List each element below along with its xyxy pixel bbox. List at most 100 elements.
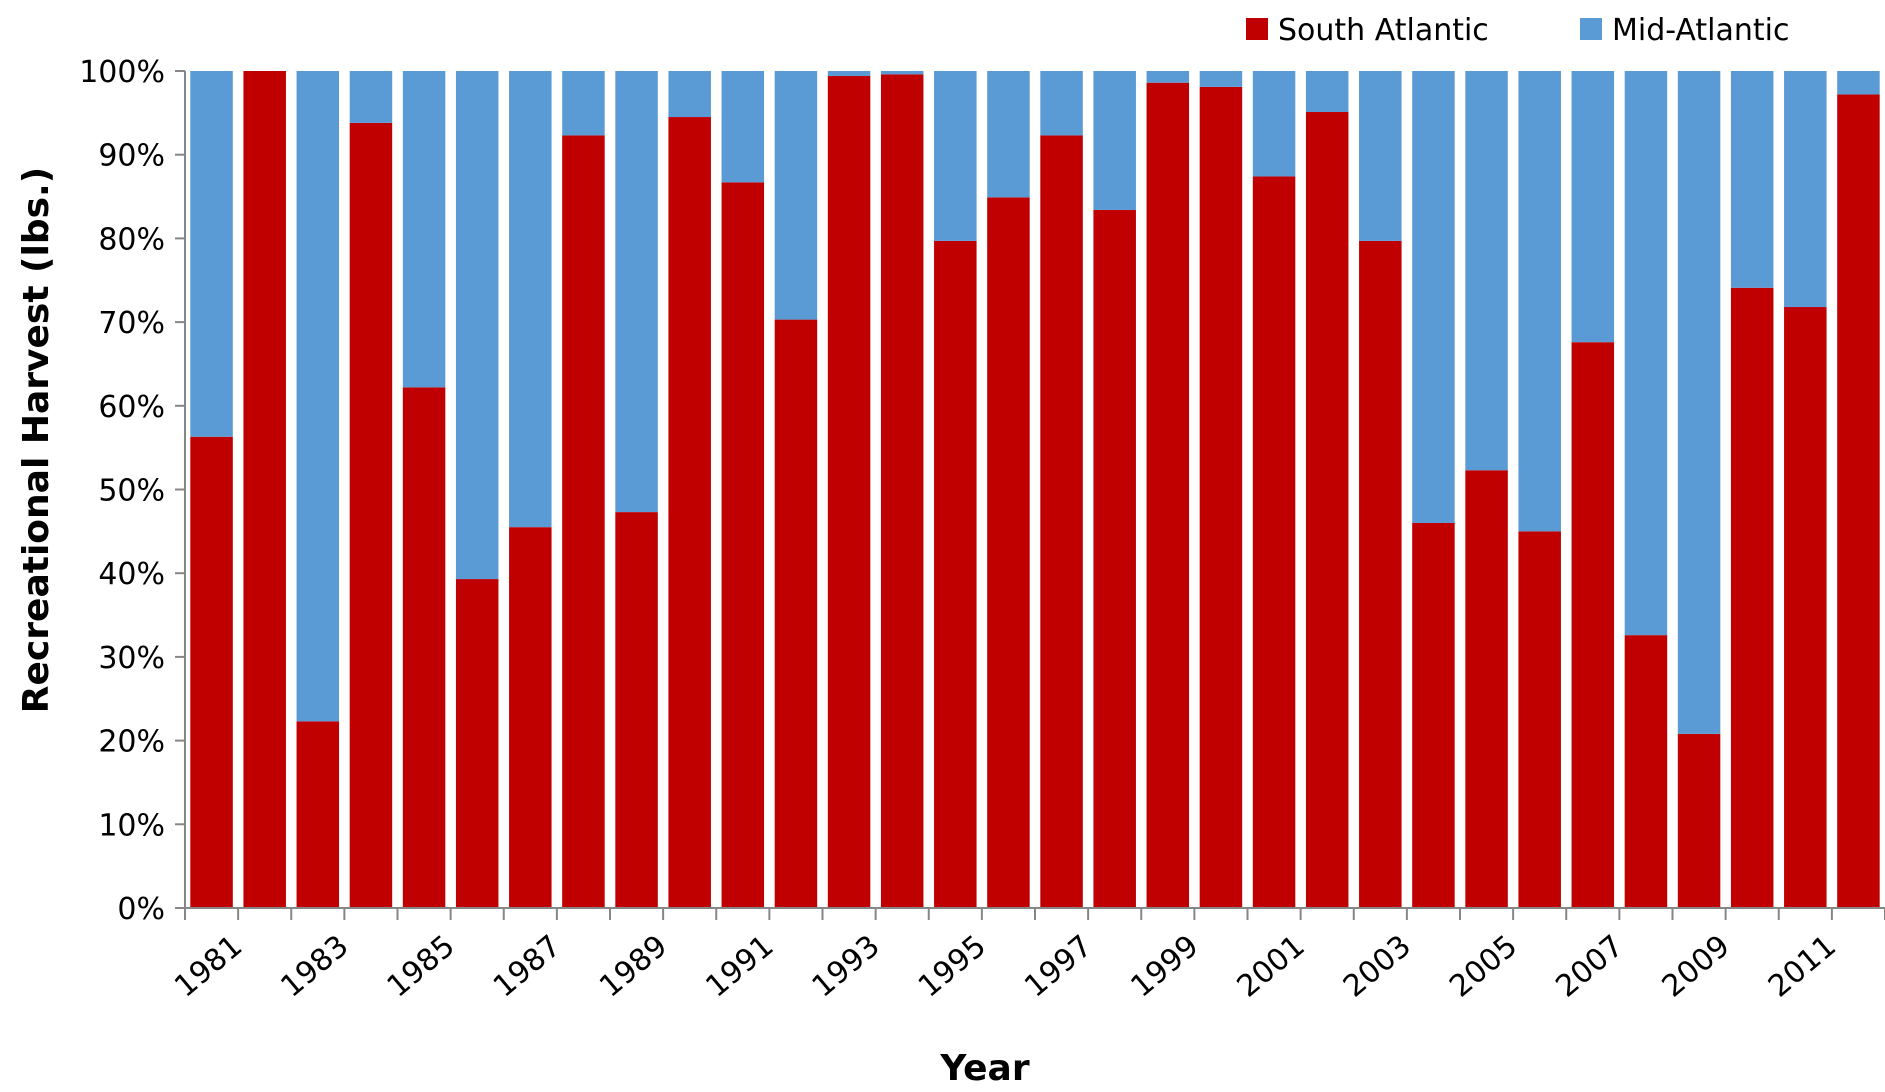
bar-south-atlantic-1998 <box>1093 209 1136 908</box>
legend-swatch-mid-atlantic <box>1580 18 1602 40</box>
y-tick-label: 90% <box>98 139 165 174</box>
x-tick-label: 1987 <box>487 929 568 1005</box>
bar-mid-atlantic-2007 <box>1571 71 1615 343</box>
x-tick-label: 1989 <box>593 929 674 1005</box>
x-tick-label: 1981 <box>168 929 249 1005</box>
x-tick-label: 2007 <box>1549 929 1630 1005</box>
bar-south-atlantic-1983 <box>296 721 340 908</box>
legend-label-south-atlantic: South Atlantic <box>1278 13 1489 48</box>
legend-label-mid-atlantic: Mid-Atlantic <box>1612 13 1790 48</box>
bar-south-atlantic-2003 <box>1359 240 1402 908</box>
bar-south-atlantic-1982 <box>243 71 286 908</box>
bar-mid-atlantic-1988 <box>562 71 605 136</box>
bar-mid-atlantic-2010 <box>1730 71 1774 288</box>
bar-south-atlantic-1985 <box>402 387 446 908</box>
x-tick-label: 2003 <box>1337 929 1418 1005</box>
bar-south-atlantic-1997 <box>1040 135 1083 908</box>
bar-south-atlantic-2002 <box>1305 112 1349 908</box>
bar-south-atlantic-1989 <box>615 512 658 908</box>
y-tick-label: 10% <box>98 808 165 843</box>
bar-south-atlantic-2004 <box>1412 522 1455 908</box>
bar-south-atlantic-2009 <box>1677 733 1721 908</box>
bar-south-atlantic-2001 <box>1252 176 1296 908</box>
x-tick-label: 2005 <box>1443 929 1524 1005</box>
bar-mid-atlantic-1991 <box>721 71 765 183</box>
bar-mid-atlantic-1998 <box>1093 71 1136 210</box>
bar-mid-atlantic-1994 <box>880 71 924 75</box>
bar-south-atlantic-1986 <box>455 579 499 908</box>
bar-mid-atlantic-2009 <box>1677 71 1721 734</box>
bar-mid-atlantic-1995 <box>934 71 977 241</box>
bar-mid-atlantic-1990 <box>668 71 711 118</box>
x-tick-label: 1983 <box>274 929 355 1005</box>
y-tick-label: 40% <box>98 557 165 592</box>
bar-mid-atlantic-2002 <box>1305 71 1349 113</box>
y-axis: 0% 10% 20% 30% 40% 50% 60% 70% 80% 90% 100% <box>79 55 186 927</box>
bar-mid-atlantic-1985 <box>402 71 446 388</box>
bar-mid-atlantic-1992 <box>774 71 818 320</box>
bar-south-atlantic-2010 <box>1730 287 1774 908</box>
x-tick-label: 1993 <box>806 929 887 1005</box>
x-tick-label: 1985 <box>381 929 462 1005</box>
bar-south-atlantic-1995 <box>934 240 977 908</box>
y-tick-label: 30% <box>98 641 165 676</box>
y-axis-title: Recreational Harvest (lbs.) <box>16 167 57 713</box>
legend: South Atlantic Mid-Atlantic <box>1246 13 1790 48</box>
bar-mid-atlantic-2006 <box>1518 71 1561 532</box>
bar-mid-atlantic-1986 <box>455 71 499 580</box>
bar-south-atlantic-1991 <box>721 182 765 908</box>
y-tick-label: 20% <box>98 725 165 760</box>
bar-south-atlantic-2007 <box>1571 342 1615 908</box>
bar-south-atlantic-1984 <box>349 122 393 908</box>
bar-mid-atlantic-1997 <box>1040 71 1083 136</box>
y-tick-label: 70% <box>98 306 165 341</box>
bar-south-atlantic-1992 <box>774 319 818 909</box>
bar-mid-atlantic-2003 <box>1359 71 1402 241</box>
bar-mid-atlantic-1981 <box>190 71 233 437</box>
bar-mid-atlantic-2001 <box>1252 71 1296 177</box>
bar-mid-atlantic-2005 <box>1465 71 1508 471</box>
bar-south-atlantic-1996 <box>987 197 1030 908</box>
bar-mid-atlantic-1983 <box>296 71 340 722</box>
x-tick-label: 1995 <box>912 929 993 1005</box>
bar-mid-atlantic-1999 <box>1146 71 1190 83</box>
x-axis: 1981 1983 1985 1987 1989 1991 1993 1995 1997 1999… <box>168 907 1885 1005</box>
bar-mid-atlantic-2012 <box>1837 71 1880 95</box>
x-tick-label: 2001 <box>1231 929 1312 1005</box>
bar-south-atlantic-2008 <box>1624 635 1668 908</box>
plot-area <box>190 71 1880 909</box>
bar-mid-atlantic-2011 <box>1784 71 1827 308</box>
bar-south-atlantic-2000 <box>1199 86 1243 908</box>
bar-south-atlantic-1990 <box>668 117 711 909</box>
bar-south-atlantic-2006 <box>1518 531 1561 908</box>
y-tick-label: 0% <box>117 892 165 927</box>
bar-south-atlantic-2012 <box>1837 94 1880 908</box>
y-tick-label: 50% <box>98 474 165 509</box>
bar-south-atlantic-1988 <box>562 135 605 908</box>
bar-south-atlantic-2005 <box>1465 470 1508 908</box>
bar-mid-atlantic-1996 <box>987 71 1030 198</box>
y-tick-label: 80% <box>98 222 165 257</box>
bar-south-atlantic-1987 <box>509 527 552 908</box>
x-tick-label: 1991 <box>699 929 780 1005</box>
bar-mid-atlantic-1993 <box>827 71 871 77</box>
x-tick-label: 1999 <box>1124 929 1205 1005</box>
x-axis-title: Year <box>939 1048 1029 1089</box>
x-tick-label: 1997 <box>1018 929 1099 1005</box>
bar-mid-atlantic-1984 <box>349 71 393 123</box>
legend-swatch-south-atlantic <box>1246 18 1268 40</box>
bar-mid-atlantic-1989 <box>615 71 658 513</box>
x-tick-label: 2011 <box>1762 929 1843 1005</box>
bar-mid-atlantic-2008 <box>1624 71 1668 636</box>
bar-south-atlantic-2011 <box>1784 307 1827 908</box>
x-tick-label: 2009 <box>1656 929 1737 1005</box>
bar-south-atlantic-1999 <box>1146 82 1190 909</box>
bar-south-atlantic-1993 <box>827 76 871 908</box>
y-tick-label: 60% <box>98 390 165 425</box>
bar-mid-atlantic-2004 <box>1412 71 1455 523</box>
y-tick-label: 100% <box>79 55 165 90</box>
bar-mid-atlantic-2000 <box>1199 71 1243 87</box>
bar-south-atlantic-1981 <box>190 436 233 908</box>
bar-mid-atlantic-1987 <box>509 71 552 528</box>
